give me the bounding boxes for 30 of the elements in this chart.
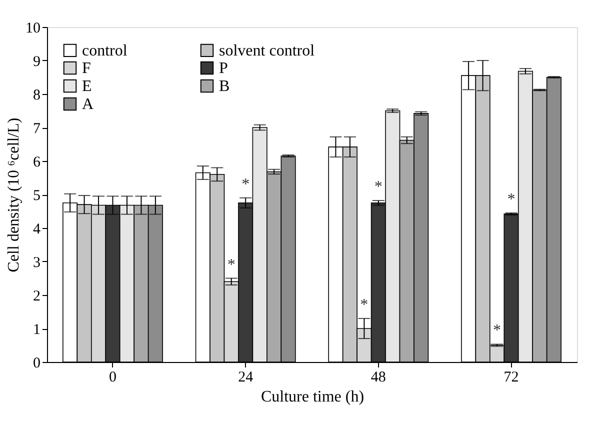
y-tick-label: 4 — [33, 222, 41, 238]
legend-label: solvent control — [219, 42, 316, 60]
y-tick-label: 6 — [33, 154, 41, 170]
y-tick-label: 0 — [33, 356, 40, 372]
data-label: * — [507, 190, 516, 208]
data-label: * — [493, 322, 502, 340]
legend-label: B — [219, 78, 230, 95]
legend-label: A — [82, 96, 94, 113]
y-tick-label: 2 — [33, 288, 40, 304]
legend-label: E — [82, 78, 92, 95]
y-tick-label: 1 — [33, 322, 40, 338]
legend-label: P — [219, 60, 228, 77]
data-label: * — [360, 296, 368, 314]
y-tick-label: 7 — [33, 121, 41, 137]
data-label: * — [242, 176, 250, 193]
y-tick-label: 10 — [26, 20, 40, 36]
y-axis-title: Cell density (10 ⁶cell/L) — [6, 118, 22, 272]
x-tick-label: 0 — [109, 370, 116, 386]
data-label: * — [374, 178, 382, 196]
x-axis-title: Culture time (h) — [260, 388, 364, 406]
x-tick-label: 24 — [238, 370, 254, 386]
x-tick-label: 72 — [504, 370, 519, 386]
y-tick-label: 5 — [33, 188, 40, 204]
legend-label: control — [82, 42, 128, 60]
data-label: * — [227, 256, 236, 274]
y-tick-label: 9 — [33, 54, 40, 70]
legend-label: F — [82, 60, 91, 77]
x-tick-label: 48 — [370, 370, 386, 386]
y-tick-label: 3 — [33, 255, 40, 271]
y-tick-label: 8 — [33, 88, 40, 104]
